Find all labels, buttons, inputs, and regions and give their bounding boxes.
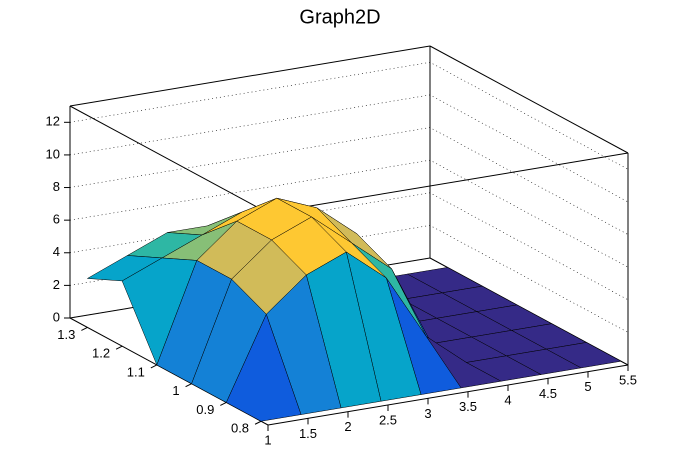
y-tick: [81, 326, 88, 331]
grid-line: [69, 159, 629, 268]
grid-line: [69, 257, 629, 366]
y-tick: [254, 420, 262, 425]
box-edge: [69, 45, 431, 107]
grid-line: [69, 192, 629, 301]
grid-line: [69, 61, 629, 170]
y-tick: [150, 364, 158, 369]
surface-cell: [225, 313, 302, 422]
x-tick-label: 3.5: [459, 399, 477, 414]
grid-line: [69, 225, 629, 333]
box-edge: [267, 364, 629, 426]
y-tick: [115, 345, 123, 350]
x-tick-label: 3: [424, 406, 431, 421]
x-tick-label: 5.5: [619, 372, 637, 387]
z-tick-label: 2: [53, 277, 60, 292]
grid-line: [69, 94, 629, 203]
y-tick-label: 1.3: [57, 327, 75, 342]
x-tick-label: 1.5: [299, 426, 317, 441]
chart-title: Graph2D: [299, 6, 380, 28]
y-tick-label: 1: [172, 383, 179, 398]
x-tick-label: 4: [504, 392, 511, 407]
box-edge: [267, 152, 629, 214]
x-tick-label: 2: [344, 419, 351, 434]
y-tick-label: 0.8: [231, 421, 249, 436]
y-tick-label: 0.9: [196, 402, 214, 417]
z-tick-label: 12: [46, 114, 60, 129]
y-tick-label: 1.2: [92, 346, 110, 361]
y-tick-label: 1.1: [127, 364, 145, 379]
z-tick-label: 0: [53, 309, 60, 324]
z-tick-label: 8: [53, 179, 60, 194]
y-tick: [185, 383, 192, 388]
z-tick-label: 10: [46, 146, 60, 161]
z-tick-label: 4: [53, 244, 60, 259]
box-edge: [429, 45, 629, 154]
grid-line: [69, 127, 629, 235]
x-tick-label: 5: [584, 379, 591, 394]
x-tick-label: 2.5: [379, 412, 397, 427]
x-tick-label: 1: [264, 432, 271, 447]
y-tick: [220, 402, 227, 406]
x-tick-label: 4.5: [539, 386, 557, 401]
box-edge: [69, 105, 269, 214]
z-tick-label: 6: [53, 212, 60, 227]
